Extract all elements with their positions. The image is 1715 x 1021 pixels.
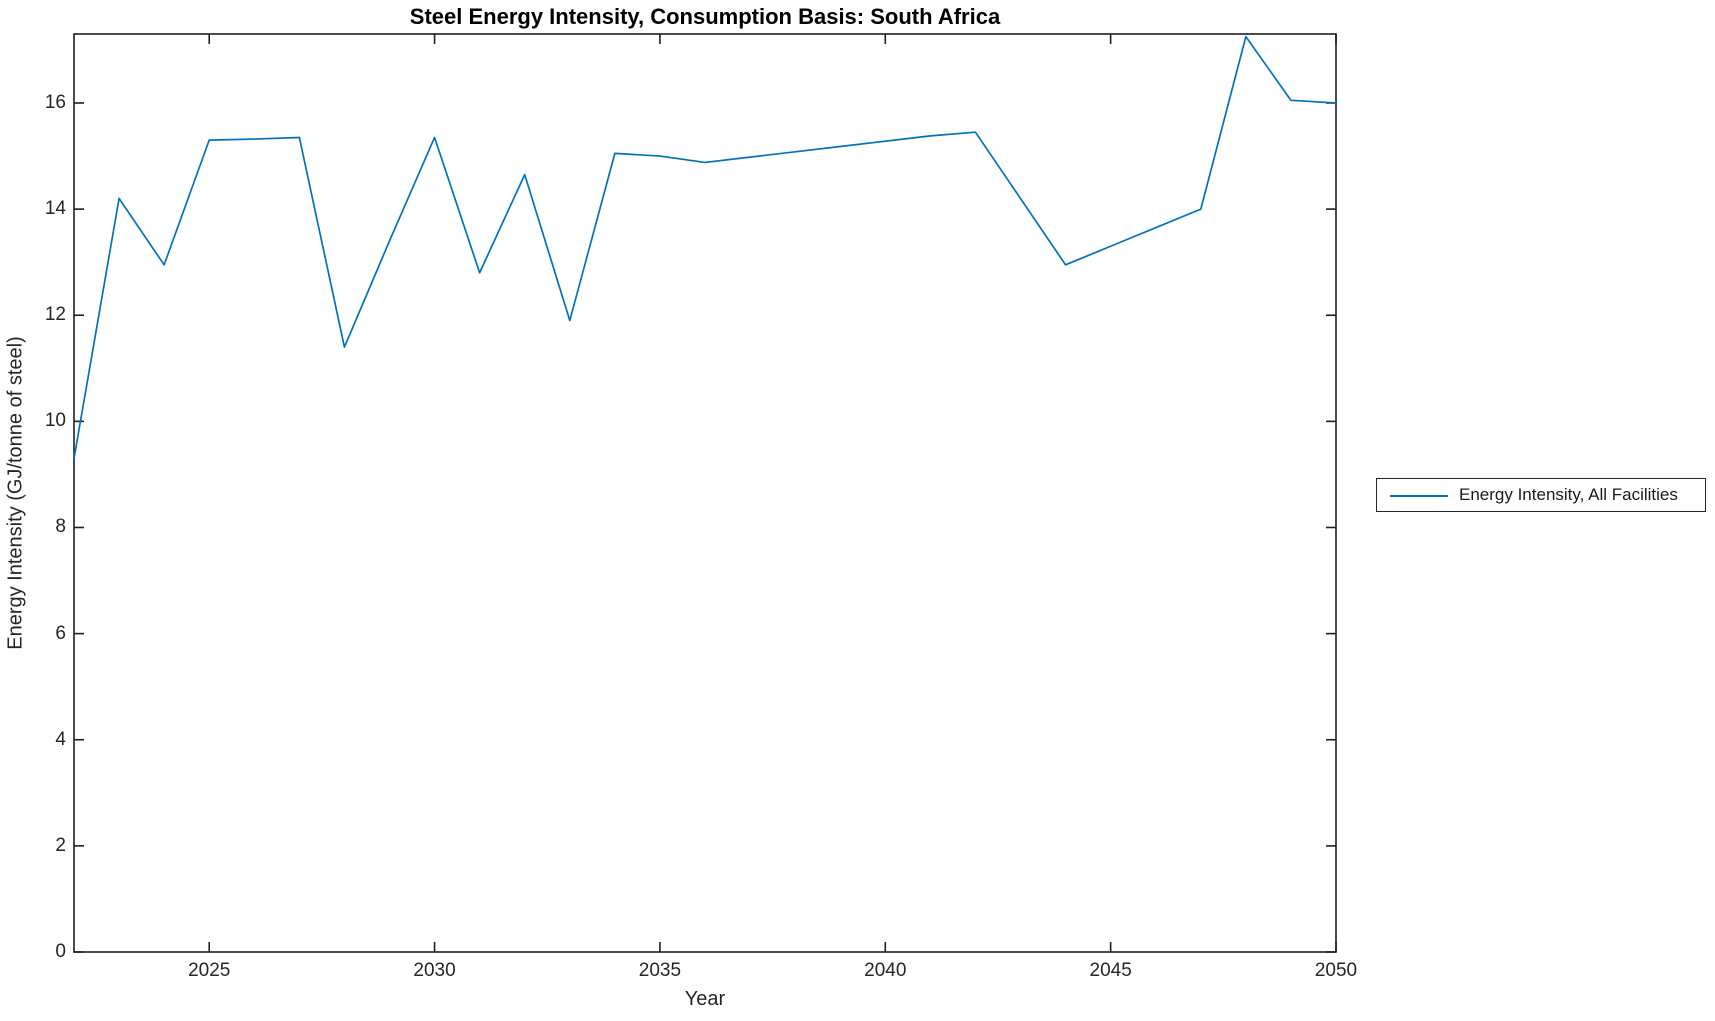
- y-tick-label: 0: [55, 941, 66, 962]
- x-tick-label: 2030: [413, 960, 456, 981]
- y-tick-label: 2: [55, 834, 66, 856]
- x-tick-label: 2035: [638, 960, 682, 981]
- chart-title: Steel Energy Intensity, Consumption Basi…: [409, 4, 1001, 29]
- x-tick-label: 2040: [864, 960, 907, 981]
- x-axis-label: Year: [684, 988, 726, 1010]
- y-tick-label: 4: [55, 728, 66, 750]
- x-tick-label: 2045: [1089, 960, 1132, 981]
- legend-line-sample-icon: [1390, 494, 1448, 497]
- y-tick-label: 14: [44, 198, 66, 220]
- y-tick-label: 12: [44, 304, 66, 326]
- legend: Energy Intensity, All Facilities: [1376, 478, 1706, 512]
- x-tick-label: 2025: [188, 960, 231, 981]
- axes-box: [73, 33, 1337, 953]
- y-tick-label: 8: [55, 516, 66, 538]
- y-tick-label: 6: [55, 622, 66, 644]
- x-tick-label: 2050: [1314, 960, 1358, 981]
- data-series-line: [73, 35, 1337, 459]
- y-tick-label: 16: [44, 91, 66, 113]
- y-tick-label: 10: [44, 410, 66, 432]
- legend-entry-label: Energy Intensity, All Facilities: [1459, 485, 1678, 504]
- y-axis-label: Energy Intensity (GJ/tonne of steel): [4, 336, 27, 650]
